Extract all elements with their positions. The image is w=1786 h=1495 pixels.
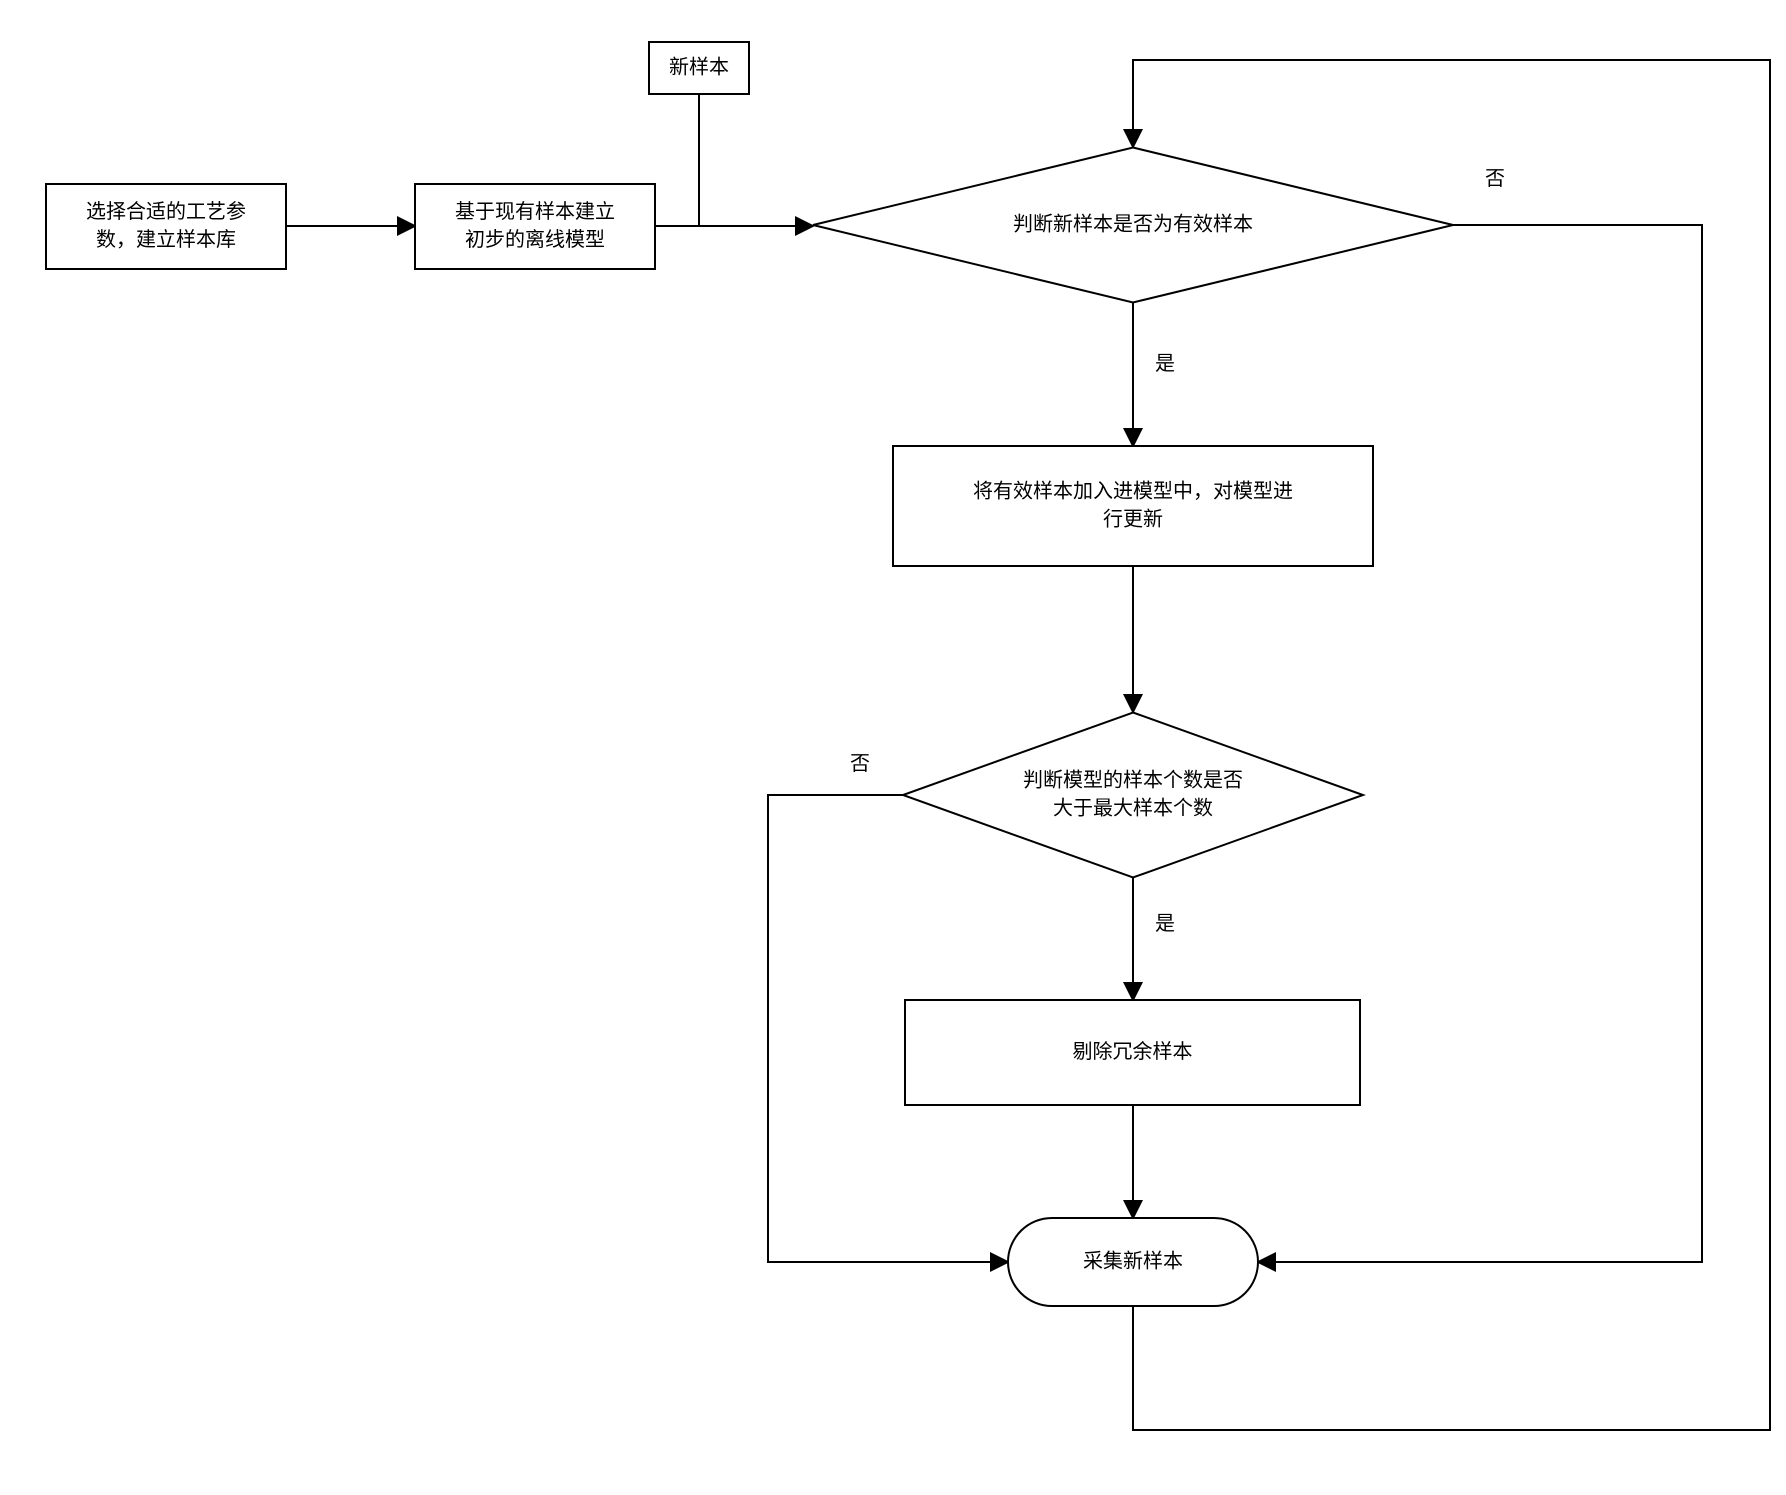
svg-text:行更新: 行更新	[1103, 507, 1163, 530]
svg-text:新样本: 新样本	[669, 55, 729, 78]
start_box: 选择合适的工艺参数，建立样本库	[46, 184, 286, 269]
label-d2_yes: 是	[1155, 913, 1175, 935]
decision1: 判断新样本是否为有效样本	[813, 148, 1453, 303]
offline_model: 基于现有样本建立初步的离线模型	[415, 184, 655, 269]
label-d2_no: 否	[850, 753, 870, 775]
svg-text:选择合适的工艺参: 选择合适的工艺参	[86, 200, 246, 223]
svg-text:判断新样本是否为有效样本: 判断新样本是否为有效样本	[1013, 212, 1253, 235]
add_sample: 将有效样本加入进模型中，对模型进行更新	[893, 446, 1373, 566]
decision2: 判断模型的样本个数是否大于最大样本个数	[903, 713, 1363, 878]
label-d1_yes: 是	[1155, 353, 1175, 375]
svg-text:数，建立样本库: 数，建立样本库	[96, 228, 236, 251]
svg-text:判断模型的样本个数是否: 判断模型的样本个数是否	[1023, 768, 1243, 791]
collect_new: 采集新样本	[1008, 1218, 1258, 1306]
remove_redundant: 剔除冗余样本	[905, 1000, 1360, 1105]
label-d1_no: 否	[1485, 168, 1505, 190]
svg-text:将有效样本加入进模型中，对模型进: 将有效样本加入进模型中，对模型进	[973, 479, 1293, 502]
svg-text:初步的离线模型: 初步的离线模型	[465, 228, 605, 251]
svg-text:基于现有样本建立: 基于现有样本建立	[455, 200, 615, 223]
new_sample: 新样本	[649, 42, 749, 94]
svg-text:采集新样本: 采集新样本	[1083, 1249, 1183, 1272]
svg-text:剔除冗余样本: 剔除冗余样本	[1073, 1040, 1193, 1063]
svg-text:大于最大样本个数: 大于最大样本个数	[1053, 796, 1213, 819]
